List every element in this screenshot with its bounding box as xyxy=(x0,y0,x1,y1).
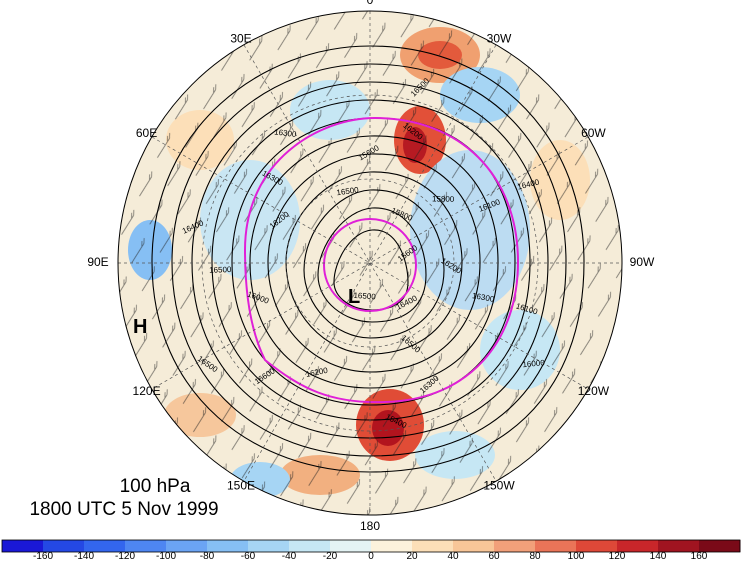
colorbar-tick-label: -140 xyxy=(74,551,94,561)
longitude-label: 180 xyxy=(360,519,380,533)
colorbar-swatch xyxy=(617,540,659,552)
colorbar-tick-label: 120 xyxy=(609,551,626,561)
colorbar-swatch xyxy=(84,540,126,552)
longitude-label: 60W xyxy=(581,126,606,140)
colorbar-swatch xyxy=(125,540,167,552)
longitude-label: 90E xyxy=(87,255,108,269)
low-pressure-marker: L xyxy=(348,286,360,308)
colorbar-swatch xyxy=(699,540,741,552)
caption-time: 1800 UTC 5 Nov 1999 xyxy=(29,499,219,520)
colorbar-tick-label: 80 xyxy=(529,551,541,561)
contour-label: 16500 xyxy=(353,291,376,302)
colorbar-tick-label: -120 xyxy=(115,551,135,561)
contour-label: 15800 xyxy=(432,194,455,203)
contour-label: 16200 xyxy=(305,366,329,379)
colorbar-tick-label: -60 xyxy=(241,551,256,561)
contour-label: 16300 xyxy=(274,127,298,139)
height-contours xyxy=(151,45,585,473)
longitude-label: 0 xyxy=(367,0,374,7)
colorbar-tick-label: 0 xyxy=(368,551,374,561)
colorbar-swatch xyxy=(494,540,536,552)
colorbar-swatch xyxy=(658,540,700,552)
longitude-label: 120W xyxy=(578,384,610,398)
colorbar-swatch xyxy=(2,540,44,552)
colorbar: -160 -140 -120 -100 -80 -60 -40 -20 0 20 40 60 80 100… xyxy=(1,539,741,561)
colorbar-swatch xyxy=(535,540,577,552)
colorbar-swatch xyxy=(207,540,249,552)
longitude-label: 30E xyxy=(230,32,251,46)
colorbar-tick-label: 160 xyxy=(691,551,708,561)
colorbar-swatch xyxy=(330,540,372,552)
longitude-labels: 0 30W 60W 90W 120W 150W 180 150E 120E 90E 60E 30E xyxy=(87,0,655,533)
colorbar-swatch xyxy=(248,540,290,552)
colorbar-tick-label: -100 xyxy=(156,551,176,561)
longitude-label: 30W xyxy=(487,32,512,46)
contour-label: 16500 xyxy=(336,185,360,197)
colorbar-swatch xyxy=(412,540,454,552)
high-pressure-marker: H xyxy=(133,316,147,338)
colorbar-swatch xyxy=(43,540,85,552)
longitude-label: 150W xyxy=(483,479,515,493)
map-disc: 1650016400161001630016200160001620016500… xyxy=(118,11,622,515)
colorbar-tick-label: 40 xyxy=(447,551,459,561)
caption-level: 100 hPa xyxy=(119,476,191,497)
longitude-label: 150E xyxy=(227,479,255,493)
colorbar-tick-label: 60 xyxy=(488,551,500,561)
colorbar-swatch xyxy=(371,540,413,552)
colorbar-swatch xyxy=(453,540,495,552)
longitude-label: 60E xyxy=(136,126,157,140)
colorbar-swatch xyxy=(289,540,331,552)
longitude-label: 90W xyxy=(630,255,655,269)
colorbar-tick-label: 140 xyxy=(650,551,667,561)
colorbar-tick-label: -160 xyxy=(33,551,53,561)
colorbar-swatch xyxy=(576,540,618,552)
colorbar-tick-label: -40 xyxy=(282,551,297,561)
map-border xyxy=(117,10,623,516)
lat-lon-grid xyxy=(118,11,622,515)
contour-label: 16000 xyxy=(522,358,545,369)
colorbar-tick-label: 100 xyxy=(568,551,585,561)
colorbar-tick-label: -80 xyxy=(200,551,215,561)
colorbar-tick-label: -20 xyxy=(323,551,338,561)
colorbar-swatch xyxy=(166,540,208,552)
colorbar-tick-label: 20 xyxy=(406,551,418,561)
longitude-label: 120E xyxy=(133,384,161,398)
contour-label: 16300 xyxy=(471,291,495,304)
colorbar-frame xyxy=(1,539,741,553)
contour-label: 16500 xyxy=(209,265,232,275)
